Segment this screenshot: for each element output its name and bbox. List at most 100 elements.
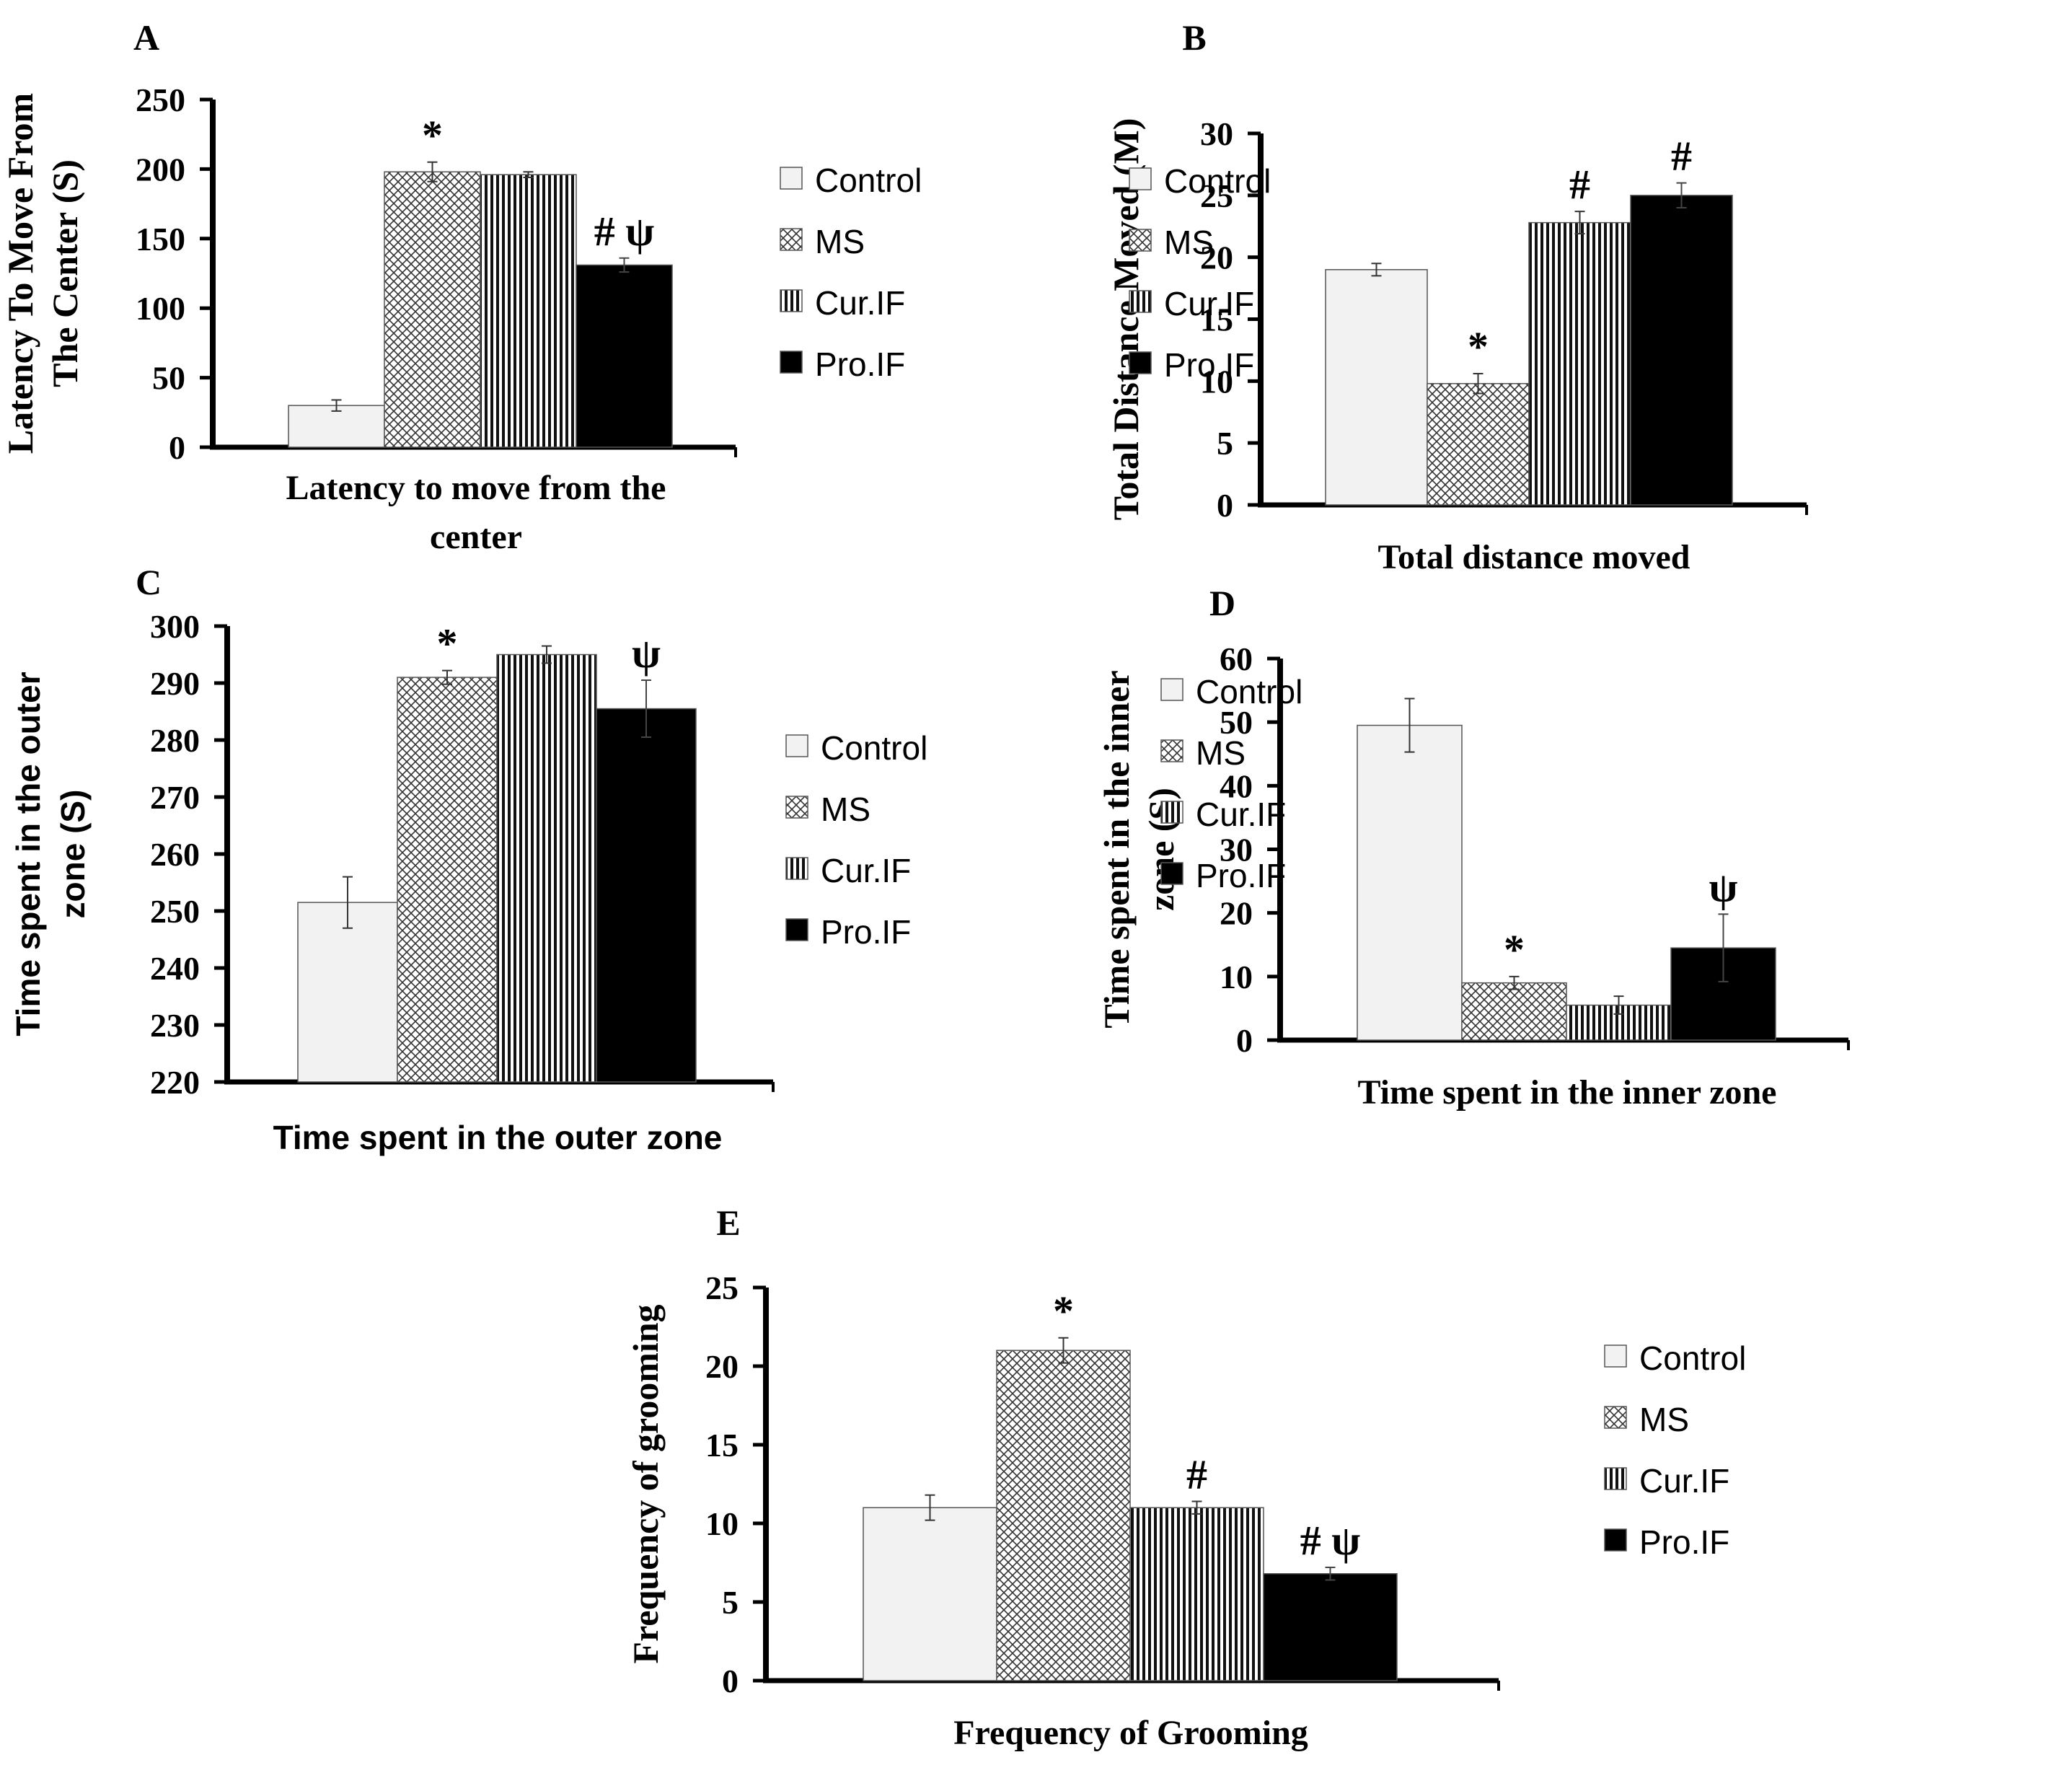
bar-pro-if [1630,195,1733,506]
error-bar-ms [1509,975,1520,990]
significance-mark-cur-if: # [1186,1451,1207,1497]
y-tick-label: 0 [722,1663,739,1699]
panel-label: A [133,17,159,58]
x-axis-title: Time spent in the outer zone [273,1119,723,1156]
y-tick-label: 0 [1217,487,1233,524]
legend-label-cur-if: Cur.IF [815,284,905,322]
y-tick-label: 250 [136,82,185,118]
y-tick-label: 50 [1220,704,1253,741]
y-axis-title: Time spent in the outer [9,672,47,1036]
significance-mark-cur-if: # [1569,161,1590,208]
legend-label-ms: MS [1639,1401,1689,1438]
legend-swatch-control [1129,167,1152,190]
significance-mark-pro-if: ψ [1709,863,1738,910]
significance-mark-ms: * [1053,1288,1074,1334]
legend-swatch-cur-if [1129,290,1152,313]
y-axis-title: Latency To Move From [0,93,40,454]
legend-label-pro-if: Pro.IF [1639,1523,1729,1561]
x-axis-title: Total distance moved [1378,538,1690,576]
y-tick-label: 30 [1220,832,1253,868]
y-tick-label: 240 [150,950,200,987]
error-bar-ms [1058,1337,1069,1364]
legend-label-ms: MS [1196,734,1246,772]
y-tick-label: 25 [705,1269,739,1306]
legend: Control MS Cur.IF Pro.IF [1129,162,1271,384]
error-bar-control [925,1494,935,1521]
legend-label-pro-if: Pro.IF [1164,346,1254,384]
error-bar-cur-if [1613,995,1624,1015]
y-tick-label: 250 [150,893,200,930]
y-tick-label: 260 [150,836,200,873]
legend-label-pro-if: Pro.IF [821,913,911,951]
error-bar-cur-if [523,171,534,178]
legend-label-cur-if: Cur.IF [821,852,911,889]
bar-ms [1427,383,1530,506]
bar-cur-if [496,653,597,1083]
y-tick-label: 20 [705,1348,739,1385]
legend-label-control: Control [821,729,927,767]
significance-mark-pro-if: # [1671,133,1692,180]
y-tick-label: 230 [150,1007,200,1044]
error-bar-control [1404,697,1415,753]
legend-swatch-control [1160,678,1183,701]
bar-control [297,902,398,1083]
error-bar-control [1371,263,1382,277]
y-tick-label: 300 [150,608,200,645]
legend-swatch-ms [1160,739,1183,762]
significance-mark-ms: * [437,620,458,667]
legend: Control MS Cur.IF Pro.IF [1160,673,1302,894]
y-tick-label: 10 [1200,363,1233,400]
error-bar-ms [1473,373,1484,395]
legend-swatch-ms [1129,229,1152,252]
y-tick-label: 50 [152,360,185,397]
bar-ms [996,1350,1131,1681]
error-bar-cur-if [1191,1500,1202,1515]
error-bar-pro-if [1718,913,1729,982]
y-tick-label: 20 [1220,895,1253,932]
y-tick-label: 100 [136,290,185,327]
legend-swatch-ms [1604,1406,1627,1429]
bar-cur-if [480,174,577,448]
bar-cur-if [1129,1507,1264,1681]
bar-control [863,1507,997,1681]
legend-swatch-pro-if [1604,1528,1627,1552]
y-axis-title: The Center (S) [45,159,85,387]
error-bar-ms [427,161,438,182]
error-bar-cur-if [542,645,552,664]
legend-label-cur-if: Cur.IF [1164,285,1254,322]
legend: Control MS Cur.IF Pro.IF [1604,1339,1746,1561]
chart-panel-c: C 220 230 240 250 260 270 280 290 300 * ψ Time spent… [9,562,927,1156]
y-tick-label: 40 [1220,767,1253,804]
error-bar-pro-if [619,257,630,273]
chart-panel-d: D 0 10 20 30 40 50 60 * ψ Time spent in the inner … [1096,583,1850,1112]
error-bar-control [331,399,342,412]
legend-swatch-pro-if [1129,351,1152,374]
legend-swatch-control [780,167,803,190]
bar-cur-if [1528,221,1631,506]
y-tick-label: 10 [1220,959,1253,995]
chart-panel-e: E 0 5 10 15 20 25 * # # ψ Frequency of Grooming Fre… [625,1202,1746,1752]
panel-label: B [1182,17,1206,58]
y-axis-title: Time spent in the inner [1096,670,1137,1028]
legend-swatch-pro-if [780,351,803,374]
error-bar-ms [442,669,452,685]
bar-control [1325,269,1428,506]
legend-swatch-cur-if [780,289,803,312]
y-tick-label: 10 [705,1505,739,1542]
legend-label-ms: MS [815,223,865,260]
legend-swatch-control [1604,1344,1627,1368]
y-tick-label: 150 [136,221,185,258]
y-tick-label: 5 [1217,425,1233,462]
bar-ms [397,677,498,1083]
bar-pro-if [596,708,697,1083]
chart-panel-a: A 0 50 100 150 200 250 * # ψ Latency to move from… [0,17,922,556]
y-tick-label: 5 [722,1584,739,1621]
error-bar-pro-if [641,679,651,739]
y-tick-label: 0 [169,429,185,466]
legend-label-control: Control [1639,1339,1746,1377]
significance-mark-ms: * [1468,323,1489,370]
bar-pro-if [1263,1573,1398,1681]
x-axis-title: Frequency of Grooming [953,1714,1308,1752]
